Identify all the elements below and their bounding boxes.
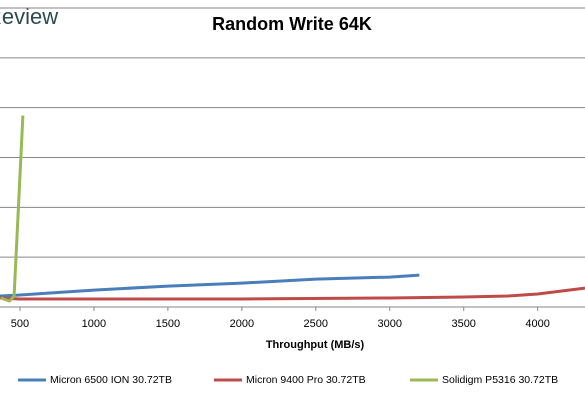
series-line (0, 273, 420, 298)
x-tick-label: 3500 (451, 318, 475, 330)
legend-label: Micron 9400 Pro 30.72TB (246, 374, 366, 386)
x-tick-label: 2000 (230, 318, 254, 330)
x-axis-label: Throughput (MB/s) (266, 339, 365, 351)
x-tick-label: 1500 (156, 318, 180, 330)
chart-title: Random Write 64K (212, 14, 372, 34)
x-tick-label: 2500 (304, 318, 328, 330)
series-line (0, 286, 585, 301)
x-tick-label: 3000 (378, 318, 402, 330)
legend-label: Solidigm P5316 30.72TB (442, 374, 558, 386)
series-line (0, 115, 25, 303)
legend-label: Micron 6500 ION 30.72TB (50, 374, 172, 386)
x-tick-label: 1000 (82, 318, 106, 330)
x-tick-label: 4000 (525, 318, 549, 330)
x-tick-label: 500 (11, 318, 29, 330)
